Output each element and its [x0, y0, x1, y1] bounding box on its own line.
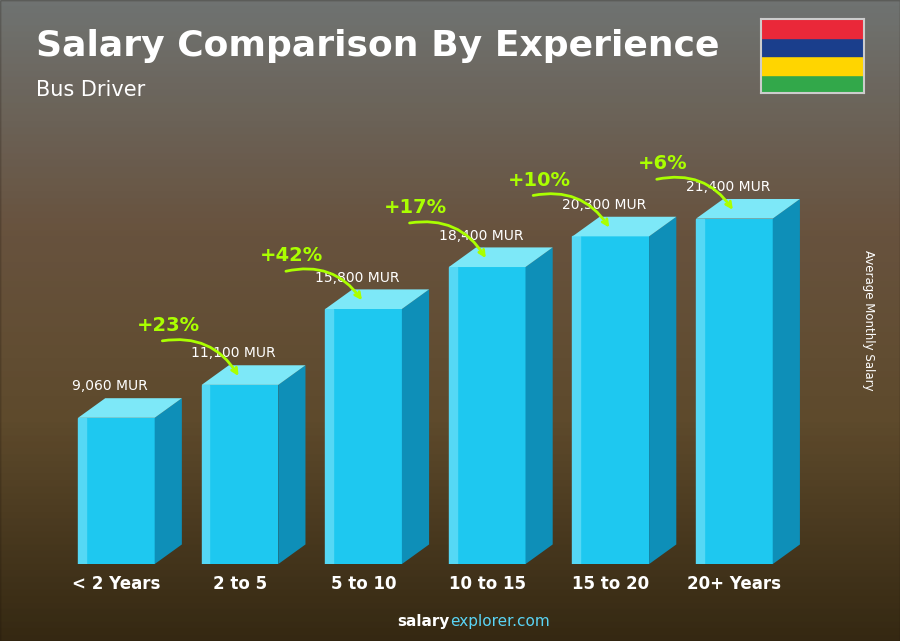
Bar	[760, 19, 864, 38]
Polygon shape	[202, 365, 305, 385]
Bar	[760, 74, 864, 93]
Bar	[572, 237, 580, 564]
Polygon shape	[155, 398, 182, 564]
Bar	[760, 38, 864, 56]
Text: 11,100 MUR: 11,100 MUR	[192, 346, 276, 360]
Bar	[202, 385, 210, 564]
Text: 15,800 MUR: 15,800 MUR	[315, 271, 400, 285]
FancyBboxPatch shape	[202, 385, 278, 564]
Text: Salary Comparison By Experience: Salary Comparison By Experience	[36, 29, 719, 63]
Text: 18,400 MUR: 18,400 MUR	[439, 229, 523, 242]
FancyBboxPatch shape	[78, 418, 155, 564]
Text: +6%: +6%	[638, 154, 688, 174]
Text: +10%: +10%	[508, 171, 571, 190]
Bar	[760, 56, 864, 74]
Bar	[78, 418, 86, 564]
Text: +23%: +23%	[137, 316, 200, 335]
FancyBboxPatch shape	[572, 237, 649, 564]
Polygon shape	[572, 217, 676, 237]
Bar	[696, 219, 704, 564]
Text: 20,300 MUR: 20,300 MUR	[562, 198, 647, 212]
Polygon shape	[526, 247, 553, 564]
FancyBboxPatch shape	[325, 309, 402, 564]
Text: Average Monthly Salary: Average Monthly Salary	[862, 250, 875, 391]
Polygon shape	[78, 398, 182, 418]
Polygon shape	[696, 199, 800, 219]
Polygon shape	[278, 365, 305, 564]
Text: 21,400 MUR: 21,400 MUR	[686, 180, 770, 194]
Polygon shape	[449, 247, 553, 267]
Text: explorer.com: explorer.com	[450, 615, 550, 629]
Text: +42%: +42%	[260, 246, 323, 265]
Polygon shape	[649, 217, 676, 564]
Text: salary: salary	[398, 615, 450, 629]
Text: 9,060 MUR: 9,060 MUR	[72, 379, 148, 394]
Polygon shape	[773, 199, 800, 564]
Text: Bus Driver: Bus Driver	[36, 80, 145, 100]
Polygon shape	[325, 289, 429, 309]
Bar	[449, 267, 456, 564]
Bar	[325, 309, 333, 564]
Text: +17%: +17%	[384, 198, 447, 217]
FancyBboxPatch shape	[449, 267, 526, 564]
FancyBboxPatch shape	[696, 219, 773, 564]
Polygon shape	[402, 289, 429, 564]
